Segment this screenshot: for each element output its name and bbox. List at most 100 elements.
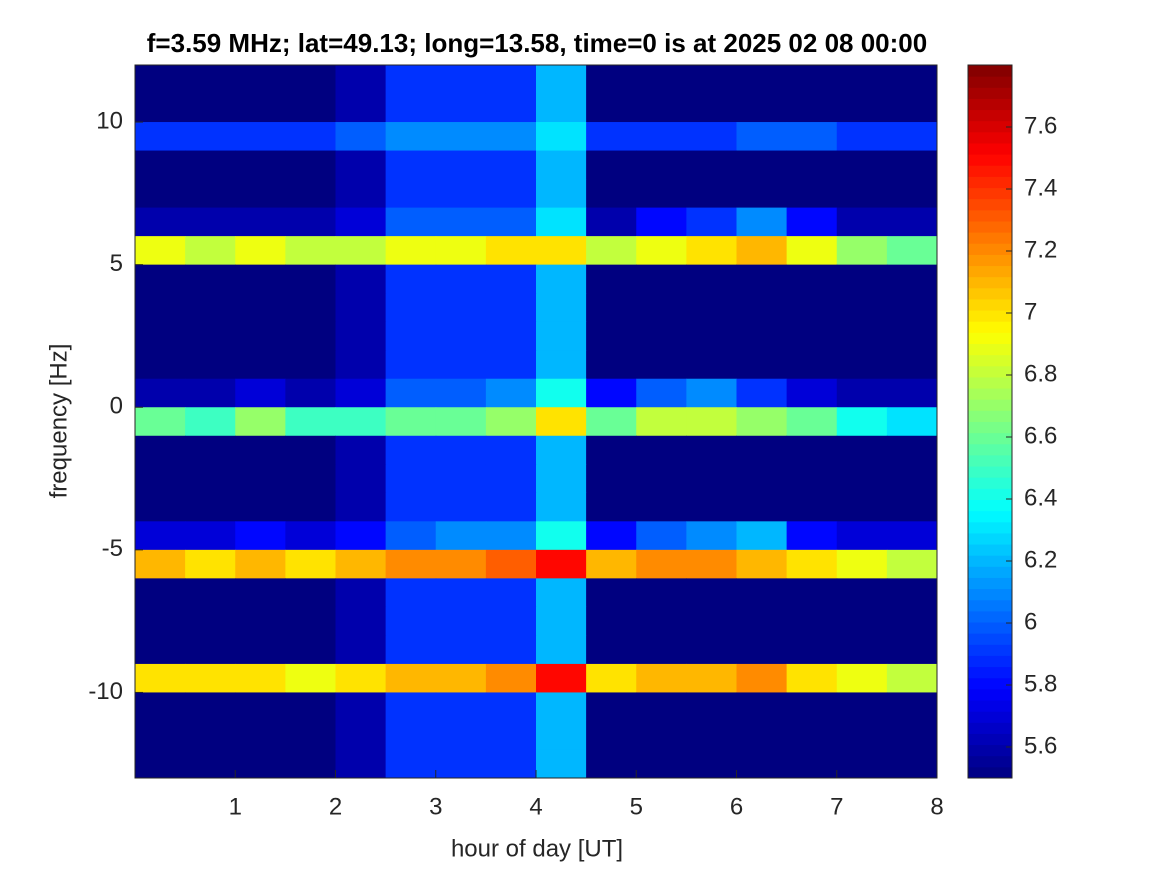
heatmap-cell	[235, 378, 286, 408]
heatmap-cell	[235, 692, 286, 722]
heatmap-cell	[335, 236, 387, 266]
heatmap-cell	[435, 93, 487, 123]
heatmap-cell	[786, 606, 838, 636]
colorbar-segment	[968, 421, 1012, 434]
heatmap-cell	[736, 464, 788, 494]
heatmap-cell	[485, 122, 537, 152]
heatmap-cell	[536, 65, 587, 95]
heatmap-cell	[135, 435, 186, 465]
colorbar-segment	[968, 677, 1012, 690]
heatmap-cell	[836, 492, 888, 522]
heatmap-cell	[235, 264, 286, 294]
colorbar-segment	[968, 388, 1012, 400]
heatmap-cell	[385, 720, 437, 750]
heatmap-cell	[736, 606, 788, 636]
heatmap-cell	[686, 606, 737, 636]
heatmap-cell	[235, 749, 286, 779]
heatmap-cell	[135, 407, 186, 437]
heatmap-cell	[636, 549, 687, 579]
heatmap-cell	[786, 635, 838, 665]
heatmap-cell	[235, 293, 286, 323]
heatmap-cell	[485, 264, 537, 294]
heatmap-cell	[185, 492, 236, 522]
heatmap-cell	[335, 93, 387, 123]
colorbar-segment	[968, 700, 1012, 712]
heatmap-cell	[335, 378, 387, 408]
heatmap-cell	[385, 321, 437, 351]
heatmap-cell	[886, 720, 938, 750]
heatmap-cell	[536, 407, 587, 437]
heatmap-cell	[836, 378, 888, 408]
colorbar-segment	[968, 376, 1012, 389]
heatmap-cell	[335, 749, 387, 779]
heatmap-cell	[886, 179, 938, 209]
colorbar-segment	[968, 287, 1012, 300]
colorbar-segment	[968, 332, 1012, 345]
heatmap-cell	[836, 578, 888, 608]
heatmap-cell	[285, 207, 336, 237]
heatmap-cell	[886, 321, 938, 351]
heatmap-cell	[435, 150, 487, 180]
heatmap-cell	[335, 150, 387, 180]
heatmap-cell	[786, 378, 838, 408]
heatmap-cell	[235, 150, 286, 180]
colorbar-segment	[968, 354, 1012, 367]
heatmap-cell	[836, 635, 888, 665]
heatmap-cell	[385, 749, 437, 779]
colorbar-tick-label: 7.6	[1024, 112, 1057, 139]
heatmap-cell	[736, 435, 788, 465]
heatmap-cell	[536, 492, 587, 522]
colorbar-segment	[968, 209, 1012, 222]
heatmap-cell	[586, 93, 637, 123]
x-tick-label: 2	[329, 793, 342, 820]
heatmap-cell	[285, 606, 336, 636]
heatmap-cell	[435, 293, 487, 323]
heatmap-cell	[385, 635, 437, 665]
heatmap-cell	[235, 578, 286, 608]
heatmap-cell	[235, 350, 286, 380]
heatmap-cell	[886, 521, 938, 551]
heatmap-cell	[485, 293, 537, 323]
heatmap-cell	[536, 264, 587, 294]
heatmap-cell	[536, 606, 587, 636]
colorbar-segment	[968, 610, 1012, 623]
heatmap-cell	[335, 435, 387, 465]
heatmap-cell	[135, 749, 186, 779]
heatmap-cell	[636, 378, 687, 408]
heatmap-cell	[536, 749, 587, 779]
heatmap-cell	[485, 606, 537, 636]
heatmap-cell	[285, 236, 336, 266]
heatmap-cell	[586, 720, 637, 750]
heatmap-cell	[786, 578, 838, 608]
heatmap-cell	[185, 236, 236, 266]
heatmap-cell	[886, 150, 938, 180]
heatmap-cell	[235, 93, 286, 123]
heatmap-cell	[786, 150, 838, 180]
heatmap-cell	[886, 663, 938, 693]
heatmap-cell	[736, 150, 788, 180]
heatmap-cell	[135, 179, 186, 209]
heatmap-cell	[636, 692, 687, 722]
heatmap-cell	[786, 264, 838, 294]
heatmap-cell	[185, 378, 236, 408]
colorbar-segment	[968, 622, 1012, 634]
heatmap-cell	[285, 264, 336, 294]
heatmap-cell	[686, 492, 737, 522]
y-tick-label: -10	[88, 678, 123, 705]
heatmap-cell	[886, 264, 938, 294]
heatmap-cell	[485, 179, 537, 209]
heatmap-cell	[636, 663, 687, 693]
heatmap-cell	[586, 207, 637, 237]
heatmap-cell	[636, 578, 687, 608]
heatmap-cell	[686, 65, 737, 95]
colorbar-segment	[968, 76, 1012, 88]
heatmap-cell	[135, 663, 186, 693]
heatmap-cell	[836, 692, 888, 722]
heatmap-cell	[285, 179, 336, 209]
colorbar-tick-label: 6.6	[1024, 422, 1057, 449]
heatmap-cell	[636, 122, 687, 152]
colorbar-segment	[968, 109, 1012, 122]
heatmap-cell	[435, 264, 487, 294]
colorbar-segment	[968, 343, 1012, 356]
heatmap-cell	[736, 492, 788, 522]
